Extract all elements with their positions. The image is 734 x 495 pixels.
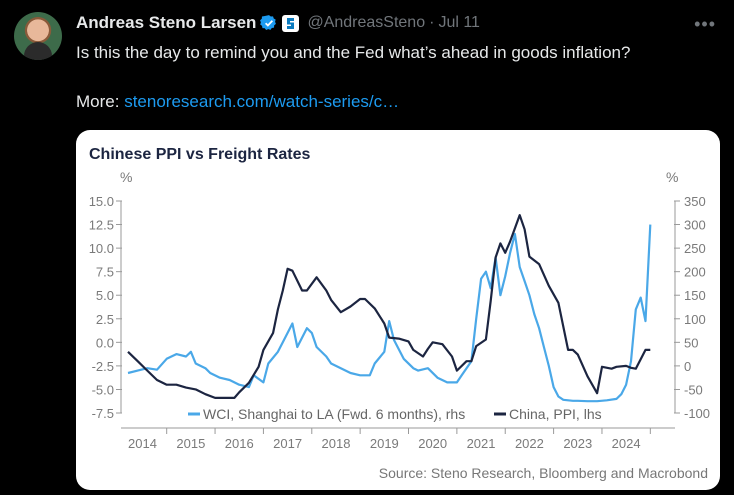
x-tick-label: 2014: [128, 436, 157, 451]
x-tick-label: 2015: [176, 436, 205, 451]
right-tick-label: -50: [684, 382, 703, 397]
right-tick-label: 50: [684, 335, 698, 350]
x-tick-label: 2017: [273, 436, 302, 451]
x-tick-label: 2021: [467, 436, 496, 451]
ellipsis-icon[interactable]: •••: [694, 14, 716, 34]
user-handle[interactable]: @AndreasSteno: [307, 14, 426, 31]
x-tick-label: 2018: [322, 436, 351, 451]
chart-svg: Chinese PPI vs Freight Rates % % 15.0 12.…: [89, 146, 710, 481]
left-tick-label: 7.5: [96, 265, 114, 280]
tweet-header: Andreas Steno Larsen @AndreasSteno · Jul…: [76, 12, 480, 34]
left-tick-label: -7.5: [92, 406, 114, 421]
left-axis-unit: %: [120, 169, 132, 185]
x-tick-label: 2023: [563, 436, 592, 451]
series-line-wci: [127, 224, 652, 403]
legend-label-ppi: China, PPI, lhs: [509, 406, 602, 422]
chart-card[interactable]: Chinese PPI vs Freight Rates % % 15.0 12.…: [76, 130, 720, 490]
right-tick-label: 300: [684, 218, 706, 233]
right-tick-label: 100: [684, 312, 706, 327]
avatar[interactable]: [14, 12, 62, 60]
right-tick-label: 350: [684, 194, 706, 209]
verified-badge-icon: [260, 15, 277, 30]
left-tick-label: -2.5: [92, 359, 114, 374]
x-tick-label: 2022: [515, 436, 544, 451]
left-tick-label: 15.0: [89, 194, 114, 209]
legend-background: [184, 406, 454, 422]
series-line-ppi: [127, 213, 651, 399]
left-tick-label: 2.5: [96, 312, 114, 327]
right-tick-label: -100: [684, 406, 710, 421]
chart-title: Chinese PPI vs Freight Rates: [89, 146, 311, 163]
left-tick-label: -5.0: [92, 382, 114, 397]
x-tick-label: 2020: [418, 436, 447, 451]
x-tick-label: 2019: [370, 436, 399, 451]
chart-source: Source: Steno Research, Bloomberg and Ma…: [379, 465, 708, 481]
legend: WCI, Shanghai to LA (Fwd. 6 months), rhs…: [184, 406, 602, 422]
display-name[interactable]: Andreas Steno Larsen: [76, 13, 257, 32]
affiliation-badge-icon[interactable]: [282, 14, 300, 32]
right-tick-label: 250: [684, 241, 706, 256]
more-label: More:: [76, 92, 120, 111]
left-tick-label: 10.0: [89, 241, 114, 256]
left-tick-label: 5.0: [96, 288, 114, 303]
tweet-text: Is this the day to remind you and the Fe…: [76, 43, 631, 62]
right-tick-label: 0: [684, 359, 691, 374]
article-link[interactable]: stenoresearch.com/watch-series/c…: [124, 92, 400, 111]
separator-dot: ·: [429, 14, 435, 31]
tweet-date[interactable]: Jul 11: [438, 14, 480, 31]
left-tick-label: 0.0: [96, 335, 114, 350]
right-tick-label: 150: [684, 288, 706, 303]
x-tick-label: 2016: [225, 436, 254, 451]
x-tick-label: 2024: [612, 436, 641, 451]
legend-label-wci: WCI, Shanghai to LA (Fwd. 6 months), rhs: [203, 406, 465, 422]
tweet-more-line: More: stenoresearch.com/watch-series/c…: [76, 92, 399, 112]
left-tick-label: 12.5: [89, 218, 114, 233]
right-axis-unit: %: [666, 169, 678, 185]
right-tick-label: 200: [684, 265, 706, 280]
